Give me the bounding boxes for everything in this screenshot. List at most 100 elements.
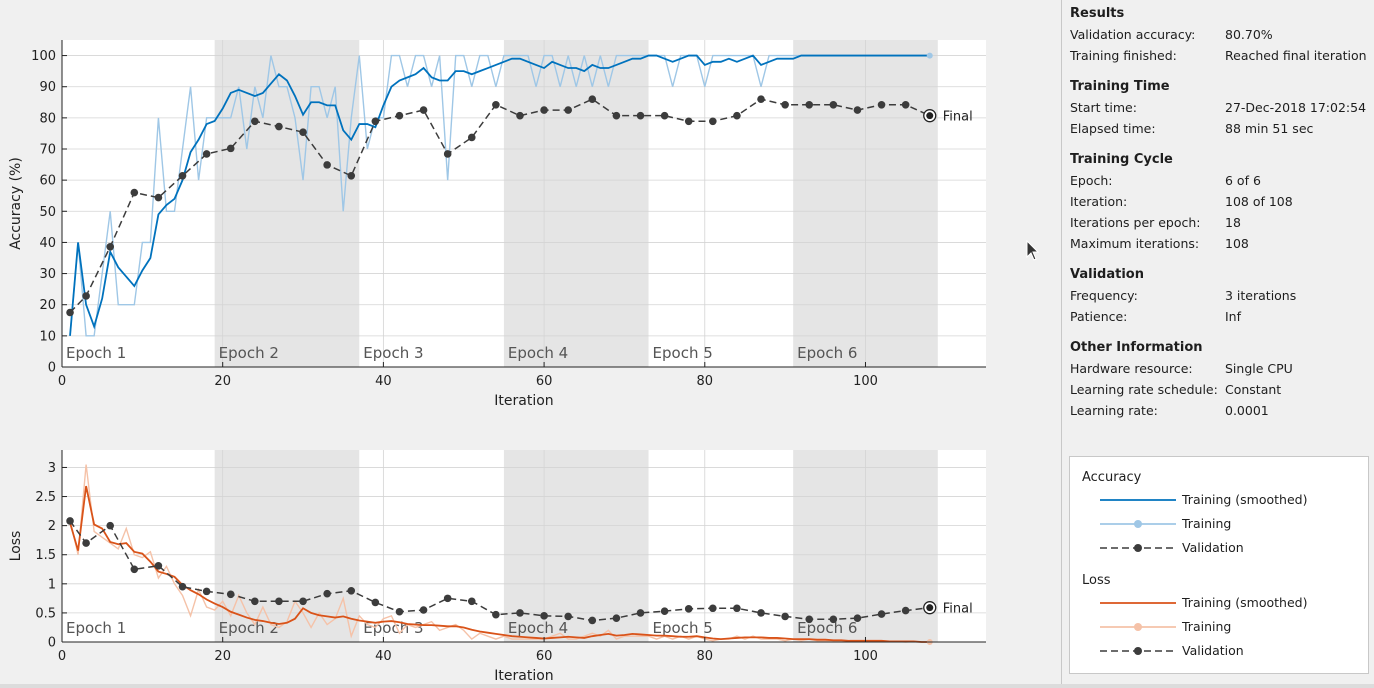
legend-item-label: Training (smoothed): [1182, 492, 1308, 507]
validation-point: [178, 171, 187, 180]
validation-point: [540, 612, 548, 620]
y-tick-label: 20: [39, 298, 56, 313]
validation-point: [347, 171, 356, 180]
bottom-scrollbar[interactable]: [0, 684, 1374, 688]
legend-symbol: [1100, 623, 1176, 631]
epoch-label: Epoch 5: [653, 344, 713, 362]
validation-point: [684, 117, 693, 126]
y-tick-label: 60: [39, 174, 56, 189]
validation-point: [516, 609, 524, 617]
accuracy-chart: Epoch 1 Epoch 2 Epoch 3 Epoch 4 Epoch 5 Epoch…: [8, 40, 986, 409]
x-tick-label: 80: [697, 649, 714, 664]
validation-point: [901, 100, 910, 109]
x-tick-label: 100: [853, 649, 878, 664]
mouse-cursor-icon: [1026, 240, 1040, 261]
x-tick-label: 40: [375, 649, 392, 664]
y-tick-label: 70: [39, 143, 56, 158]
legend-item-label: Validation: [1182, 540, 1244, 555]
validation-point: [467, 133, 476, 142]
panel-divider[interactable]: [1061, 0, 1062, 688]
info-key: Start time:: [1070, 100, 1137, 115]
validation-point: [709, 604, 717, 613]
info-value: 18: [1225, 215, 1241, 230]
validation-point: [492, 610, 500, 619]
y-tick-label: 3: [48, 461, 56, 476]
x-tick-label: 40: [375, 374, 392, 389]
epoch-label: Epoch 1: [66, 619, 126, 637]
final-marker-dot: [926, 604, 934, 612]
y-tick-label: 90: [39, 80, 56, 95]
y-tick-label: 1.5: [35, 548, 56, 563]
validation-point: [877, 100, 886, 109]
y-axis-label: Loss: [8, 531, 24, 562]
info-key: Elapsed time:: [1070, 121, 1156, 136]
info-value: 27-Dec-2018 17:02:54: [1225, 100, 1367, 115]
validation-point: [636, 609, 645, 617]
training-line: [69, 54, 930, 337]
validation-point: [829, 100, 838, 109]
validation-point: [757, 609, 765, 617]
validation-point: [516, 111, 524, 120]
info-key: Iteration:: [1070, 194, 1128, 209]
validation-point: [829, 615, 838, 624]
info-value: 108 of 108: [1225, 194, 1293, 209]
legend-marker: [1134, 623, 1142, 631]
info-key: Learning rate:: [1070, 403, 1158, 418]
validation-point: [299, 128, 307, 136]
y-axis-label: Accuracy (%): [8, 157, 24, 250]
validation-point: [612, 111, 621, 120]
validation-point: [154, 193, 163, 202]
validation-point: [130, 565, 139, 574]
y-tick-label: 0.5: [35, 606, 56, 621]
validation-point: [757, 95, 765, 103]
validation-point: [853, 106, 862, 114]
validation-point: [733, 604, 741, 613]
y-tick-label: 2.5: [35, 490, 56, 505]
validation-point: [540, 106, 548, 114]
validation-point: [106, 242, 115, 251]
validation-point: [202, 587, 211, 596]
validation-point: [853, 614, 862, 622]
final-label: Final: [943, 602, 973, 617]
section-title: Training Time: [1070, 79, 1170, 94]
info-value: Inf: [1225, 309, 1242, 324]
y-tick-label: 30: [39, 267, 56, 282]
validation-point: [709, 117, 717, 126]
training-smoothed-line: [69, 485, 930, 643]
validation-point: [251, 117, 259, 126]
legend-item-label: Training: [1182, 619, 1232, 634]
validation-point: [660, 607, 669, 615]
epoch-label: Epoch 2: [219, 619, 279, 637]
y-tick-label: 10: [39, 329, 56, 344]
plot-legend: Accuracy Training (smoothed) Training Valid…: [1069, 456, 1369, 674]
validation-point: [323, 161, 331, 169]
info-value: Reached final iteration: [1225, 48, 1367, 63]
x-axis-label: Iteration: [494, 393, 553, 409]
info-key: Learning rate schedule:: [1070, 382, 1218, 397]
x-tick-label: 0: [58, 649, 66, 664]
validation-point: [66, 517, 74, 525]
y-tick-label: 40: [39, 236, 56, 251]
validation-point: [781, 612, 789, 621]
x-axis-label: Iteration: [494, 668, 553, 684]
legend-symbol: [1100, 520, 1176, 528]
validation-point: [66, 308, 74, 317]
validation-point: [226, 144, 235, 153]
info-key: Maximum iterations:: [1070, 236, 1200, 251]
y-tick-label: 50: [39, 205, 56, 220]
legend-marker: [1134, 544, 1142, 552]
epoch-label: Epoch 6: [797, 344, 857, 362]
loss-chart: Epoch 1 Epoch 2 Epoch 3 Epoch 4 Epoch 5 Epoch…: [8, 450, 986, 684]
info-value: 3 iterations: [1225, 288, 1297, 303]
validation-point: [154, 561, 163, 570]
x-tick-label: 80: [697, 374, 714, 389]
validation-point: [443, 594, 452, 603]
section-title: Results: [1070, 6, 1125, 21]
validation-point: [323, 589, 331, 598]
validation-point: [178, 582, 187, 591]
legend-symbol: [1100, 647, 1176, 655]
info-key: Frequency:: [1070, 288, 1138, 303]
info-key: Patience:: [1070, 309, 1128, 324]
x-tick-label: 0: [58, 374, 66, 389]
epoch-label: Epoch 5: [653, 619, 713, 637]
